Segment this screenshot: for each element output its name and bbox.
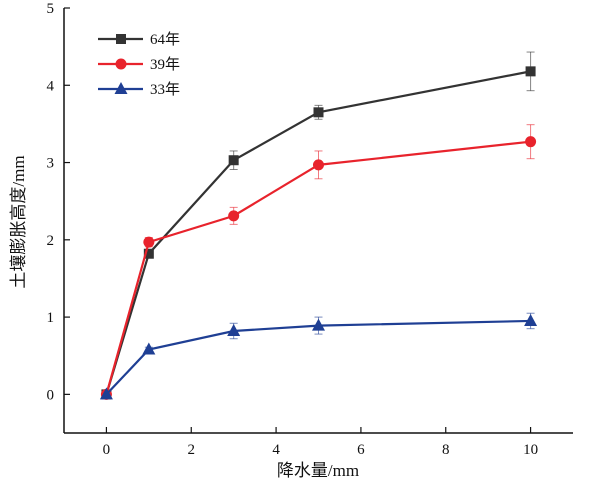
data-point [228, 210, 240, 222]
data-point [525, 136, 537, 148]
data-point [99, 387, 113, 400]
y-tick-label: 3 [47, 156, 55, 172]
x-tick-label: 4 [272, 442, 280, 458]
data-point [313, 159, 324, 171]
data-point [228, 155, 239, 166]
x-tick-label: 2 [188, 442, 196, 458]
x-tick-label: 8 [442, 442, 450, 458]
y-tick-label: 5 [47, 1, 55, 17]
y-tick-label: 4 [47, 78, 55, 94]
legend-label: 64年 [150, 31, 180, 48]
y-axis-label: 土壤膨胀高度/mm [8, 155, 28, 288]
x-tick-label: 0 [103, 442, 111, 458]
y-tick-label: 1 [47, 310, 55, 326]
x-tick-label: 6 [357, 442, 365, 458]
data-point [227, 324, 241, 336]
series-line [105, 140, 531, 395]
axes: 0 1 2 3 4 5 0 2 4 6 8 10 [47, 1, 573, 458]
legend-label: 39年 [150, 56, 180, 73]
series-group [99, 51, 538, 400]
series-1 [100, 124, 537, 400]
legend-marker [115, 58, 127, 70]
y-tick-label: 0 [47, 387, 55, 403]
data-point [312, 318, 325, 331]
data-point [143, 236, 155, 248]
data-point [524, 313, 538, 326]
x-axis-label: 降水量/mm [277, 461, 359, 480]
y-tick-label: 2 [47, 233, 55, 249]
legend-label: 33年 [150, 81, 180, 98]
data-point [313, 107, 324, 118]
series-0 [101, 51, 536, 400]
x-tick-label: 10 [523, 442, 538, 458]
data-point [142, 342, 156, 355]
series-2 [99, 312, 538, 400]
legend: 64年 39年 33年 [98, 31, 180, 98]
legend-marker [116, 34, 126, 44]
legend-marker [114, 82, 128, 94]
data-point [143, 248, 154, 259]
data-point [525, 66, 536, 77]
